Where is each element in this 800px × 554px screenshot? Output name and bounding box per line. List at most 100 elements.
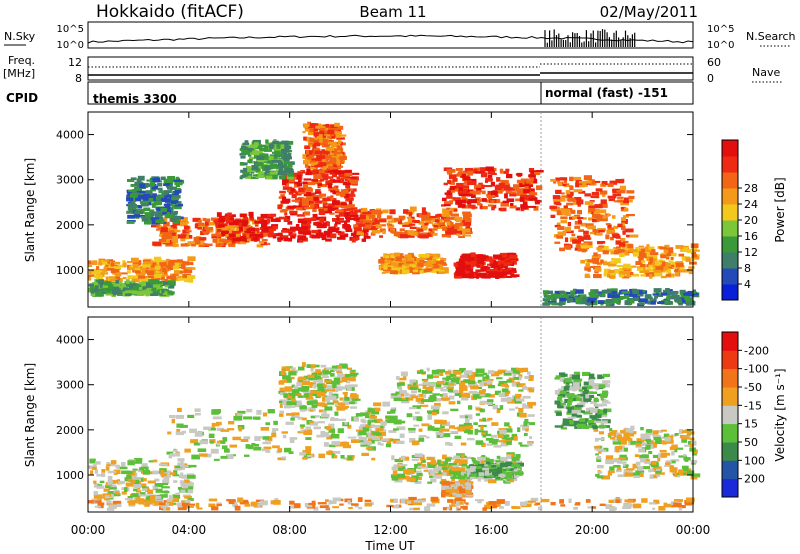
data-cell — [611, 298, 618, 304]
data-cell — [679, 291, 685, 296]
data-cell — [233, 415, 243, 421]
data-cell — [411, 440, 419, 446]
data-cell — [560, 216, 568, 220]
data-cell — [434, 402, 441, 407]
data-cell — [322, 159, 326, 163]
data-cell — [460, 381, 466, 386]
data-cell — [566, 297, 574, 303]
data-cell — [187, 414, 195, 418]
data-cell — [687, 297, 693, 301]
data-cell — [430, 231, 435, 235]
data-cell — [307, 165, 311, 169]
data-cell — [228, 243, 236, 247]
data-cell — [446, 194, 453, 199]
data-cell — [133, 212, 140, 218]
data-cell — [520, 444, 529, 447]
data-cell — [399, 222, 406, 225]
data-cell — [388, 430, 397, 433]
data-cell — [379, 228, 386, 233]
data-cell — [340, 204, 350, 208]
data-cell — [458, 235, 465, 238]
data-cell — [340, 441, 350, 447]
data-cell — [334, 189, 340, 194]
data-cell — [151, 266, 155, 271]
data-cell — [349, 372, 359, 375]
data-cell — [180, 472, 184, 476]
data-cell — [647, 300, 652, 305]
data-cell — [172, 197, 180, 201]
data-cell — [326, 435, 333, 440]
data-cell — [490, 434, 497, 438]
data-cell — [188, 278, 194, 283]
data-cell — [458, 189, 468, 194]
data-cell — [619, 185, 626, 191]
data-cell — [291, 193, 297, 199]
data-cell — [404, 392, 409, 397]
data-cell — [262, 232, 271, 237]
data-cell — [253, 446, 262, 451]
data-cell — [615, 179, 624, 184]
data-cell — [591, 213, 601, 219]
data-cell — [419, 213, 427, 218]
data-cell — [330, 124, 338, 129]
data-cell — [280, 160, 286, 165]
data-cell — [408, 427, 416, 431]
data-cell — [493, 445, 502, 448]
data-cell — [328, 428, 335, 433]
data-cell — [157, 182, 163, 187]
data-cell — [509, 270, 514, 274]
data-cell — [160, 276, 165, 280]
data-cell — [427, 398, 434, 403]
data-cell — [477, 478, 481, 482]
data-cell — [479, 167, 487, 171]
data-cell — [120, 272, 128, 275]
data-cell — [398, 232, 407, 235]
data-cell — [502, 200, 510, 203]
data-cell — [432, 393, 440, 396]
data-cell — [151, 211, 159, 214]
data-cell — [253, 161, 263, 165]
data-cell — [344, 169, 352, 174]
data-cell — [403, 375, 407, 379]
data-cell — [334, 403, 338, 408]
data-cell — [498, 380, 508, 384]
data-cell — [157, 203, 162, 206]
data-cell — [174, 468, 182, 471]
data-cell — [264, 167, 269, 171]
data-cell — [107, 497, 114, 500]
data-cell — [194, 412, 201, 416]
data-cell — [598, 216, 608, 222]
data-cell — [601, 181, 608, 186]
data-cell — [681, 247, 688, 252]
cpid-segment-1: themis 3300 — [93, 92, 177, 106]
data-cell — [602, 183, 606, 187]
data-cell — [111, 289, 120, 294]
data-cell — [434, 219, 440, 223]
data-cell — [408, 430, 416, 434]
data-cell — [170, 232, 176, 236]
data-cell — [316, 224, 326, 229]
data-cell — [410, 258, 418, 263]
data-cell — [338, 162, 345, 164]
data-cell — [554, 224, 561, 228]
data-cell — [559, 298, 567, 302]
data-cell — [578, 236, 587, 240]
data-cell — [321, 145, 330, 148]
data-cell — [527, 442, 533, 447]
data-cell — [304, 189, 313, 192]
data-cell — [306, 136, 312, 141]
data-cell — [626, 271, 630, 276]
data-cell — [154, 483, 164, 487]
data-cell — [497, 369, 507, 373]
data-cell — [386, 411, 391, 414]
data-cell — [158, 463, 168, 466]
data-cell — [454, 370, 462, 375]
data-cell — [440, 478, 446, 483]
data-cell — [468, 276, 475, 279]
data-cell — [173, 480, 178, 483]
data-cell — [305, 437, 312, 440]
data-cell — [153, 197, 161, 201]
data-cell — [418, 232, 428, 236]
data-cell — [371, 439, 375, 444]
